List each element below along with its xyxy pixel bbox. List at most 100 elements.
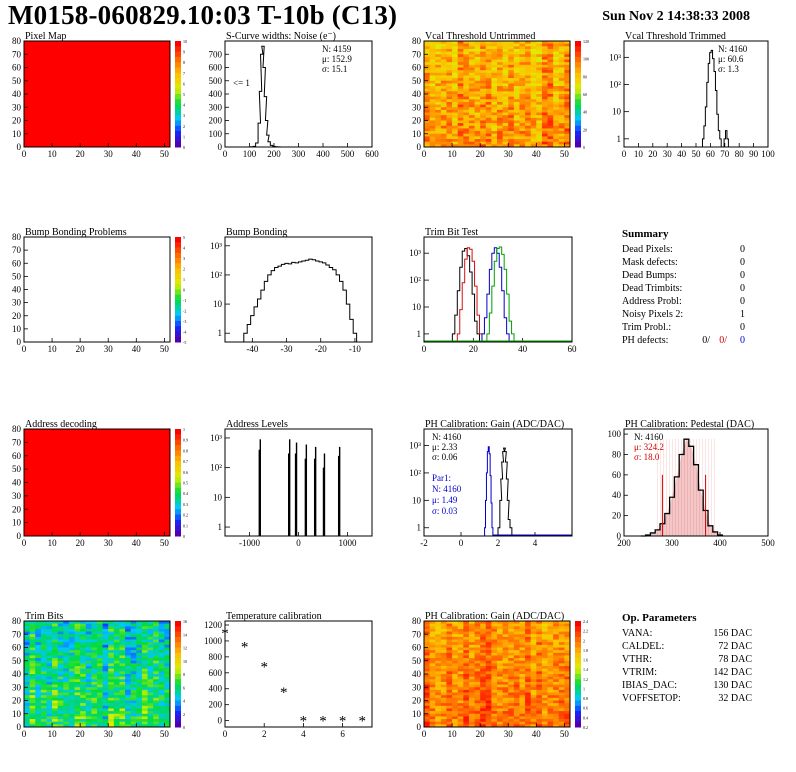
heatmap-cell: [553, 628, 560, 632]
heatmap-cell: [525, 99, 532, 103]
heatmap-cell: [558, 687, 565, 691]
heatmap-cell: [485, 697, 492, 701]
heatmap-cell: [24, 674, 31, 678]
heatmap-cell: [424, 62, 431, 66]
heatmap-cell: [52, 684, 59, 688]
palette-tick-label: 2: [183, 124, 185, 129]
heatmap-cell: [508, 623, 515, 627]
heatmap-cell: [125, 684, 132, 688]
heatmap-cell: [158, 687, 165, 691]
heatmap-cell: [119, 721, 126, 725]
y-tick-label: 20: [12, 116, 22, 126]
palette-band: [175, 284, 181, 290]
palette-tick-label: 1.2: [583, 677, 588, 682]
heatmap-cell: [558, 144, 565, 148]
heatmap-cell: [125, 719, 132, 723]
heatmap-cell: [57, 655, 64, 659]
heatmap-cell: [446, 131, 453, 135]
heatmap-cell: [435, 136, 442, 140]
scatter-point: *: [260, 659, 268, 675]
x-tick-label: -20: [315, 344, 327, 354]
y-tick-label: 50: [12, 464, 22, 474]
heatmap-cell: [29, 681, 36, 685]
heatmap-cell: [153, 719, 160, 723]
heatmap-cell: [24, 650, 31, 654]
heatmap-cell: [435, 62, 442, 66]
heatmap-cell: [541, 716, 548, 720]
heatmap-cell: [468, 51, 475, 55]
heatmap-cell: [141, 650, 148, 654]
heatmap-cell: [29, 621, 36, 625]
heatmap-cell: [125, 639, 132, 643]
heatmap-cell: [536, 681, 543, 685]
heatmap-cell: [468, 41, 475, 45]
heatmap-cell: [57, 711, 64, 715]
heatmap-cell: [468, 639, 475, 643]
palette-band: [575, 668, 581, 675]
heatmap-cell: [63, 697, 70, 701]
heatmap-cell: [63, 626, 70, 630]
heatmap-cell: [497, 695, 504, 699]
heatmap-cell: [130, 684, 137, 688]
heatmap-cell: [119, 652, 126, 656]
y-tick-label: 70: [412, 629, 422, 639]
palette-tick-label: -5: [183, 340, 186, 345]
heatmap-cell: [440, 56, 447, 60]
heatmap-cell: [85, 642, 92, 646]
palette-band: [175, 514, 181, 521]
table-row-label: Dead Pixels:: [622, 244, 673, 255]
heatmap-cell: [547, 120, 554, 124]
heatmap-cell: [508, 64, 515, 68]
heatmap-cell: [141, 684, 148, 688]
heatmap-cell: [424, 628, 431, 632]
heatmap-cell: [468, 724, 475, 728]
heatmap-cell: [424, 86, 431, 90]
heatmap-cell: [457, 628, 464, 632]
palette-tick-label: 0.1: [183, 523, 188, 528]
heatmap-cell: [536, 75, 543, 79]
heatmap-cell: [429, 636, 436, 640]
x-tick-label: 0: [22, 729, 27, 739]
heatmap-cell: [68, 676, 75, 680]
heatmap-cell: [525, 96, 532, 100]
heatmap-cell: [40, 697, 47, 701]
x-tick-label: 400: [713, 538, 727, 548]
heatmap-cell: [446, 658, 453, 662]
heatmap-cell: [502, 48, 509, 52]
heatmap-cell: [519, 652, 526, 656]
heatmap-cell: [508, 80, 515, 84]
heatmap-cell: [80, 671, 87, 675]
heatmap-cell: [468, 46, 475, 50]
heatmap-cell: [519, 650, 526, 654]
heatmap-cell: [153, 721, 160, 725]
palette-tick-label: 0: [183, 725, 185, 730]
heatmap-cell: [35, 631, 42, 635]
heatmap-cell: [164, 681, 171, 685]
heatmap-cell: [435, 671, 442, 675]
heatmap-cell: [474, 634, 481, 638]
heatmap-cell: [435, 711, 442, 715]
heatmap-cell: [435, 78, 442, 82]
heatmap-cell: [68, 708, 75, 712]
heatmap-cell: [113, 711, 120, 715]
palette-tick-label: 0.5: [183, 481, 188, 486]
heatmap-cell: [29, 655, 36, 659]
heatmap-cell: [125, 652, 132, 656]
palette-tick-label: 1: [183, 427, 185, 432]
heatmap-cell: [68, 628, 75, 632]
heatmap-cell: [457, 64, 464, 68]
heatmap-cell: [536, 708, 543, 712]
heatmap-cell: [553, 626, 560, 630]
heatmap-cell: [446, 695, 453, 699]
heatmap-cell: [525, 70, 532, 74]
heatmap-cell: [440, 72, 447, 76]
heatmap-cell: [497, 117, 504, 121]
heatmap-cell: [97, 676, 104, 680]
heatmap-cell: [446, 107, 453, 111]
heatmap-cell: [74, 631, 81, 635]
heatmap-cell: [558, 671, 565, 675]
heatmap-cell: [74, 674, 81, 678]
heatmap-cell: [125, 681, 132, 685]
heatmap-cell: [547, 684, 554, 688]
y-tick-label: 80: [612, 449, 622, 459]
